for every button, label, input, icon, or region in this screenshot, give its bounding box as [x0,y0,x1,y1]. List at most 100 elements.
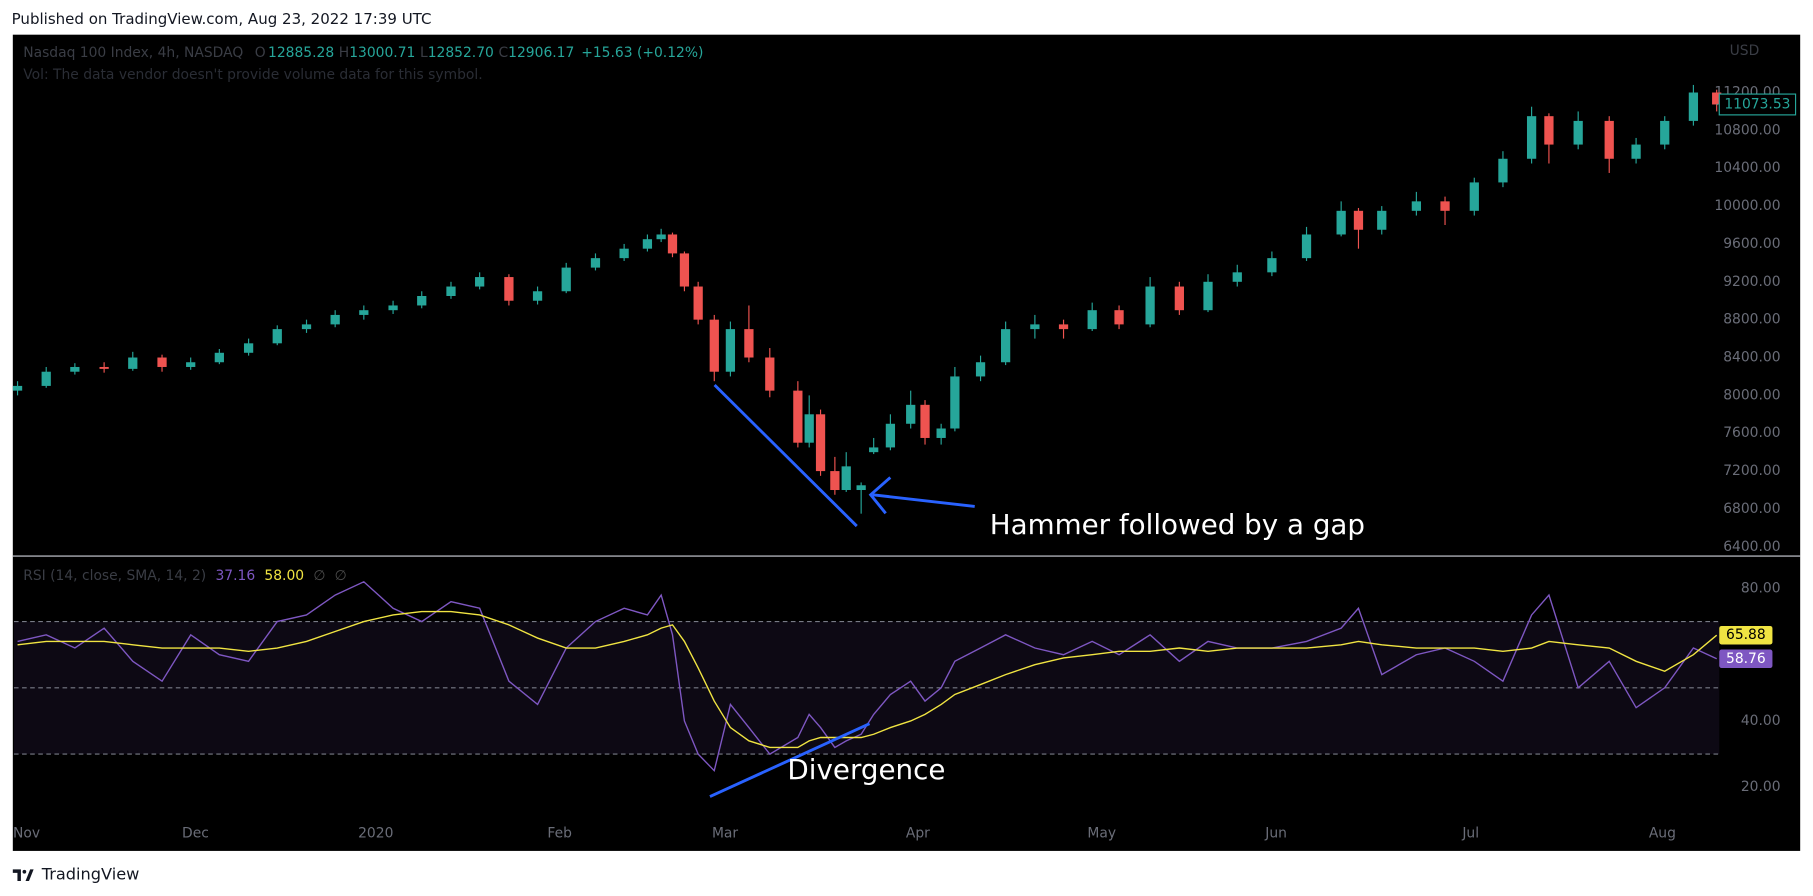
y-tick-label: 6400.00 [1723,539,1780,555]
candle-body [1377,210,1387,230]
candle-body [388,305,398,311]
candle-body [856,485,866,491]
candle-body [709,319,719,372]
candle-body [590,258,601,268]
volume-note: Vol: The data vendor doesn't provide vol… [23,67,482,83]
candle-body [642,239,653,249]
price-tag: 11073.53 [1724,96,1790,112]
indicator-readout: ∅ [335,568,347,584]
candle-body [619,248,629,259]
legend-item: Nasdaq 100 Index, 4h, NASDAQ [23,45,243,61]
candle-body [1440,201,1450,211]
candle-body [1232,272,1242,282]
legend-item: 13000.71 [349,45,415,61]
candle-body [1411,201,1422,211]
candle-body [744,329,754,358]
value-tag: 58.76 [1726,651,1766,667]
candle-body [804,414,814,443]
legend-item: L [420,45,428,61]
candle-body [475,277,485,287]
y-tick-label: 7600.00 [1723,425,1780,441]
candle-body [1660,120,1670,145]
candle-body [243,343,254,353]
candle-body [830,471,840,491]
candle-body [128,357,138,369]
candle-body [975,362,986,377]
y-tick-label: 6800.00 [1723,501,1780,517]
candle-body [679,253,690,287]
indicator-legend: RSI (14, close, SMA, 14, 2) 37.16 58.00 ∅ ∅ [23,568,347,584]
y-tick-label: 20.00 [1741,779,1781,795]
legend-item: C [498,45,508,61]
candle-body [950,376,960,429]
candle-body [667,234,678,254]
candle-body [1353,210,1364,230]
indicator-readout: 58.00 [264,568,304,584]
candle-body [1631,144,1641,159]
value-tag-box [1719,625,1773,645]
x-tick-label: Dec [182,826,209,842]
candle-body [725,329,736,372]
y-tick-label: 10000.00 [1714,198,1780,214]
candle-body [1604,120,1614,159]
candle-body [793,390,803,443]
candle-body [693,286,703,320]
indicator-title: RSI (14, close, SMA, 14, 2) [23,568,206,584]
y-tick-label: 8000.00 [1723,387,1780,403]
candle-body [561,267,571,292]
arrow [868,476,975,515]
candle-body [765,357,775,391]
y-tick-label: 10400.00 [1714,160,1780,176]
candle-body [70,366,80,372]
candle-body [330,314,340,325]
x-tick-label: 2020 [358,826,393,842]
candle-body [885,423,896,448]
candle-body [1267,258,1277,273]
candle-body [157,357,167,367]
candle-body [1087,310,1097,330]
y-tick-label: 7200.00 [1723,463,1780,479]
candle-body [936,428,946,438]
indicator-readout: ∅ [313,568,325,584]
candle-body [1114,310,1124,325]
y-tick-label: 80.00 [1741,580,1781,596]
legend-item: O [255,45,266,61]
annotation: Divergence [787,753,945,786]
legend-item: 12885.28 [268,45,334,61]
value-tag-box [1719,649,1773,669]
candle-body [504,277,514,301]
candle-body [1526,116,1537,159]
candle-body [446,286,456,296]
y-tick-label: 40.00 [1741,713,1781,729]
candle-body [1145,286,1155,325]
y-tick-label: 10800.00 [1714,122,1780,138]
trend-line [713,383,858,528]
candle-body [1174,286,1184,311]
candle-body [532,291,543,301]
candle-body [417,295,427,306]
candle-body [1058,324,1069,330]
candle-body [1712,92,1722,105]
y-tick-label: 8800.00 [1723,312,1780,328]
candle-body [1469,182,1479,211]
candle-body [12,385,23,391]
y-tick-label: 8400.00 [1723,350,1780,366]
candle-body [359,310,369,315]
y-tick-label: 9600.00 [1723,236,1780,252]
brand: TradingView [41,865,140,884]
candle-body [1544,116,1554,145]
logo [12,869,34,881]
candle-body [301,324,312,330]
candle-body [99,366,109,369]
divergence-line [709,722,871,798]
indicator-line [17,580,1718,773]
legend: Nasdaq 100 Index, 4h, NASDAQ O 12885.28 H13… [23,45,703,61]
candle-body [1030,324,1040,330]
x-tick-label: Aug [1649,826,1676,842]
legend-item: H [339,45,349,61]
candle-body [1203,281,1213,311]
published-note: Published on TradingView.com, Aug 23, 20… [12,10,432,28]
candle-body [869,447,879,453]
candle-body [272,329,282,344]
